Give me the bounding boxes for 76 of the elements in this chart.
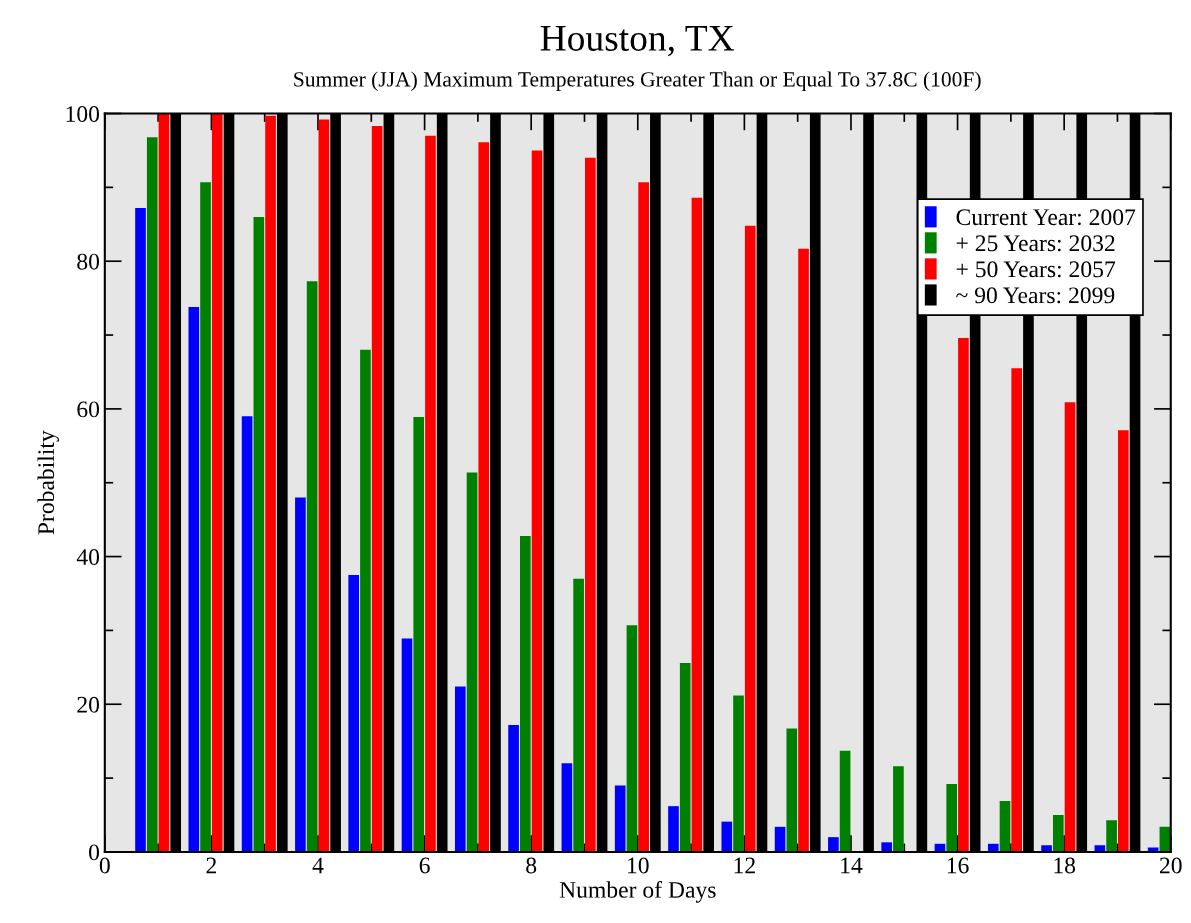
y-tick-label: 80 xyxy=(77,253,100,270)
chart-subtitle: Summer (JJA) Maximum Temperatures Greater Than or Equal To 37.8C (100F) xyxy=(294,71,981,91)
y-tick-label: 100 xyxy=(66,106,100,122)
bar xyxy=(188,306,200,852)
bar xyxy=(371,126,383,852)
y-tick-label: 60 xyxy=(77,401,100,418)
bar xyxy=(401,638,413,852)
x-tick-label: 20 xyxy=(1159,857,1182,874)
legend-label: ~ 90 Years: 2099 xyxy=(956,287,1115,304)
bar xyxy=(200,182,211,852)
bar xyxy=(265,115,276,852)
y-tick-label: 0 xyxy=(89,844,100,861)
bar xyxy=(573,578,584,852)
bar xyxy=(1064,402,1076,852)
x-tick-label: 4 xyxy=(312,857,324,874)
chart-title: Houston, TX xyxy=(540,26,735,57)
bar xyxy=(519,535,531,852)
x-tick-label: 12 xyxy=(734,857,755,874)
bar xyxy=(733,695,744,852)
bar xyxy=(721,821,733,852)
bar xyxy=(828,837,839,852)
bar xyxy=(295,497,306,852)
bar xyxy=(958,338,969,852)
bar xyxy=(158,113,170,852)
bar xyxy=(798,248,809,852)
bar xyxy=(241,416,253,852)
bar xyxy=(135,208,146,852)
bar xyxy=(691,197,703,852)
x-tick-label: 2 xyxy=(206,857,216,874)
legend-label: + 50 Years: 2057 xyxy=(956,261,1116,278)
bar xyxy=(638,182,649,852)
bar xyxy=(146,137,158,852)
bar xyxy=(626,625,638,852)
bar xyxy=(1011,368,1023,852)
bar xyxy=(679,662,691,852)
x-tick-label: 8 xyxy=(526,857,537,874)
bar xyxy=(360,349,371,852)
bar xyxy=(744,225,756,852)
bar xyxy=(839,750,851,852)
bar xyxy=(348,575,360,852)
bar xyxy=(668,806,679,852)
y-axis-title: Probability xyxy=(37,430,59,535)
bar xyxy=(946,784,958,852)
bar xyxy=(774,826,786,852)
bar xyxy=(999,800,1011,852)
bar xyxy=(1052,815,1064,852)
bar xyxy=(1106,820,1117,852)
bar xyxy=(585,157,596,852)
bar xyxy=(1041,845,1052,852)
x-tick-label: 14 xyxy=(841,857,863,874)
bar xyxy=(881,842,893,852)
legend-label: + 25 Years: 2032 xyxy=(956,235,1115,252)
bar xyxy=(531,150,543,852)
bar xyxy=(413,417,425,852)
bar xyxy=(318,119,330,852)
bar xyxy=(1117,430,1129,852)
bar xyxy=(508,724,519,852)
y-tick-label: 20 xyxy=(77,696,100,713)
bar xyxy=(478,142,490,852)
bar xyxy=(253,216,265,852)
bar xyxy=(466,472,478,852)
x-tick-label: 16 xyxy=(947,857,969,874)
bar xyxy=(211,113,223,852)
legend-label: Current Year: 2007 xyxy=(956,209,1136,226)
bar xyxy=(306,281,318,852)
y-tick-label: 40 xyxy=(76,549,100,565)
x-tick-label: 10 xyxy=(628,857,649,874)
x-tick-label: 18 xyxy=(1054,857,1076,874)
bar xyxy=(454,686,466,852)
x-axis-title: Number of Days xyxy=(559,880,716,903)
bar xyxy=(893,766,904,852)
bar xyxy=(614,785,626,852)
bar xyxy=(786,728,798,852)
x-tick-label: 6 xyxy=(419,857,430,874)
bar xyxy=(561,763,573,852)
bar xyxy=(425,135,436,852)
